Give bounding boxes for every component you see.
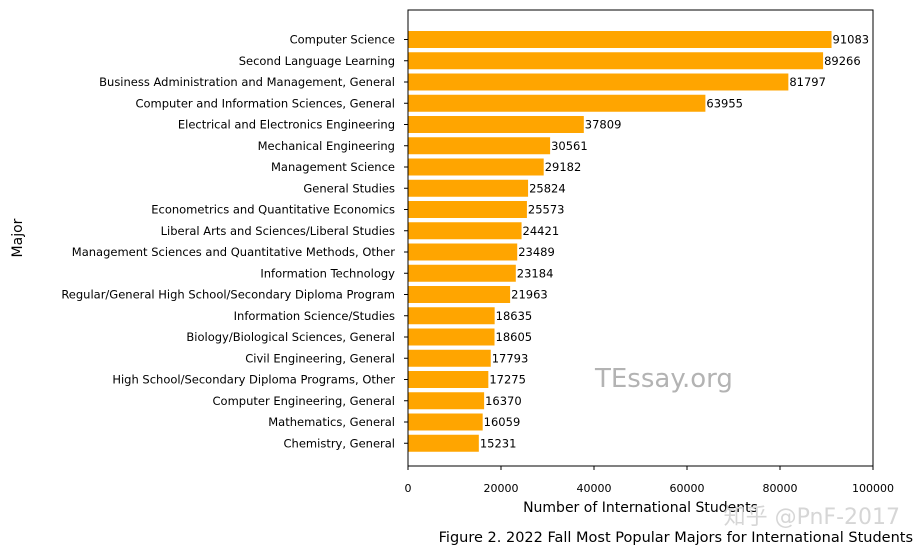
bar (408, 371, 489, 388)
category-label: Computer Science (290, 33, 395, 47)
bar (408, 73, 789, 91)
category-label: Information Science/Studies (234, 309, 395, 323)
figure-caption: Figure 2. 2022 Fall Most Popular Majors … (439, 530, 913, 546)
bar-value-label: 91083 (833, 33, 870, 47)
bar-value-label: 17793 (492, 351, 529, 365)
bars-layer (408, 31, 832, 452)
bar-value-label: 89266 (824, 54, 861, 68)
zhihu-watermark: 知乎 @PnF-2017 (724, 505, 900, 530)
watermark-text: TEssay.org (594, 364, 733, 394)
category-label: Information Technology (260, 266, 395, 280)
category-label: Management Sciences and Quantitative Met… (72, 245, 395, 259)
category-label: Chemistry, General (284, 436, 395, 450)
bar (408, 52, 824, 70)
x-tick-label: 60000 (670, 482, 705, 495)
category-label: Econometrics and Quantitative Economics (151, 203, 395, 217)
bar-value-label: 18605 (496, 330, 533, 344)
bar-value-label: 16059 (484, 415, 521, 429)
category-label: Computer Engineering, General (213, 394, 395, 408)
category-label: Business Administration and Management, … (99, 75, 395, 89)
bar (408, 179, 529, 197)
category-label: Management Science (271, 160, 395, 174)
bar-value-label: 63955 (706, 96, 743, 110)
bar (408, 243, 518, 261)
x-axis-title: Number of International Students (523, 500, 758, 516)
bar (408, 222, 522, 240)
bar (408, 137, 551, 155)
bar (408, 434, 479, 452)
bar (408, 116, 584, 133)
bar (408, 94, 706, 112)
category-label: General Studies (303, 181, 395, 195)
bar-value-label: 17275 (489, 373, 526, 387)
category-label: Electrical and Electronics Engineering (178, 118, 395, 132)
bar (408, 201, 527, 218)
bar (408, 286, 511, 303)
category-label: Second Language Learning (239, 54, 395, 68)
bar-value-label: 24421 (523, 224, 560, 238)
bar-value-label: 23184 (517, 266, 554, 280)
category-label: Mechanical Engineering (258, 139, 395, 153)
category-label: Liberal Arts and Sciences/Liberal Studie… (161, 224, 395, 238)
bar (408, 349, 491, 367)
bar (408, 158, 544, 176)
category-labels-layer: Computer Science Second Language Learning… (61, 33, 408, 450)
x-tick-label: 100000 (852, 482, 894, 495)
bar (408, 31, 832, 48)
bar-value-label: 25824 (529, 181, 566, 195)
category-label: Regular/General High School/Secondary Di… (61, 288, 395, 302)
value-labels-layer: 91083 89266 81797 63955 37809 30561 29182 25824… (480, 33, 869, 451)
x-tick-label: 0 (405, 482, 412, 495)
y-axis-title: Major (10, 218, 26, 257)
bar (408, 328, 495, 346)
category-label: High School/Secondary Diploma Programs, … (112, 373, 395, 387)
category-label: Mathematics, General (268, 415, 395, 429)
bar-value-label: 21963 (511, 288, 548, 302)
bar-value-label: 81797 (789, 75, 826, 89)
bar-value-label: 30561 (551, 139, 588, 153)
x-tick-label: 20000 (484, 482, 519, 495)
category-label: Computer and Information Sciences, Gener… (135, 96, 395, 110)
bar (408, 307, 495, 325)
category-label: Biology/Biological Sciences, General (186, 330, 395, 344)
x-ticks-layer: 0 20000 40000 60000 80000 100000 (405, 466, 894, 495)
bar-value-label: 18635 (496, 309, 533, 323)
bar-value-label: 23489 (518, 245, 555, 259)
bar-value-label: 16370 (485, 394, 522, 408)
bar-value-label: 15231 (480, 436, 517, 450)
bar (408, 264, 516, 282)
bar-value-label: 25573 (528, 203, 565, 217)
x-tick-label: 80000 (763, 482, 798, 495)
bar (408, 413, 483, 431)
category-label: Civil Engineering, General (245, 351, 395, 365)
bar-value-label: 37809 (585, 118, 622, 132)
plot-frame (407, 9, 874, 467)
x-tick-label: 40000 (577, 482, 612, 495)
bar (408, 392, 485, 410)
bar-value-label: 29182 (545, 160, 582, 174)
